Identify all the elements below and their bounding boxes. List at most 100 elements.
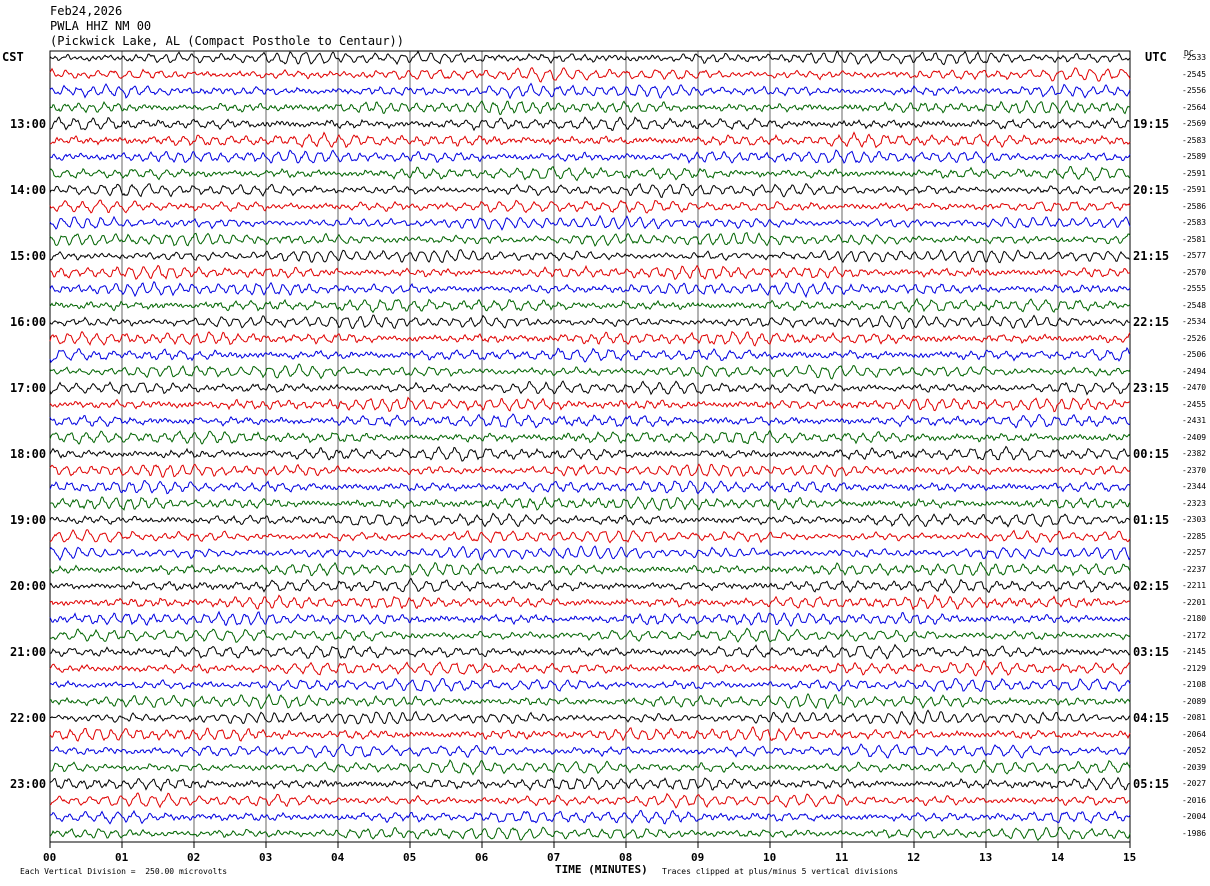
header-station: PWLA HHZ NM 00	[50, 19, 152, 33]
dc-offset-label: -2303	[1182, 515, 1207, 524]
dc-offset-label: -2506	[1182, 350, 1207, 359]
x-tick-label: 05	[403, 851, 417, 864]
dc-offset-label: -2570	[1182, 267, 1207, 277]
seismic-trace	[49, 594, 1131, 611]
right-hour-label: 00:15	[1133, 447, 1170, 461]
left-hour-label: 22:00	[10, 711, 47, 725]
dc-offset-label: -2382	[1182, 449, 1207, 458]
dc-offset-label: -2533	[1182, 53, 1207, 62]
left-hour-label: 15:00	[10, 249, 47, 263]
dc-offset-label: -2257	[1182, 548, 1207, 557]
dc-offset-label: -2004	[1182, 812, 1207, 821]
right-hour-label: 23:15	[1133, 381, 1170, 395]
dc-offset-label: -2211	[1182, 581, 1207, 590]
seismic-trace	[49, 726, 1131, 742]
seismic-trace	[49, 759, 1131, 776]
x-axis-title: TIME (MINUTES)	[555, 863, 648, 876]
dc-offset-label: -2470	[1182, 383, 1207, 392]
seismic-trace	[49, 577, 1131, 594]
seismic-trace	[49, 396, 1131, 413]
seismic-trace	[49, 809, 1131, 825]
seismic-trace	[49, 413, 1131, 429]
seismic-trace	[49, 131, 1131, 149]
x-tick-label: 02	[187, 851, 201, 864]
seismic-trace	[50, 149, 1131, 164]
right-hour-label: 04:15	[1133, 711, 1170, 725]
dc-offset-label: -2081	[1182, 713, 1207, 722]
seismic-trace	[49, 99, 1131, 116]
dc-offset-label: -2172	[1182, 630, 1207, 640]
seismic-trace	[49, 314, 1131, 330]
right-hour-label: 01:15	[1133, 513, 1170, 527]
right-hour-label: 19:15	[1133, 117, 1170, 131]
dc-offset-label: -2586	[1182, 201, 1207, 211]
left-hour-label: 20:00	[10, 579, 47, 593]
dc-offset-label: -2556	[1182, 86, 1207, 95]
left-hour-label: 23:00	[10, 777, 47, 791]
dc-offset-label: -2591	[1182, 168, 1207, 178]
seismic-trace	[49, 232, 1131, 247]
x-tick-label: 09	[691, 851, 705, 864]
seismic-trace	[49, 50, 1131, 66]
dc-offset-label: -2409	[1182, 432, 1207, 442]
x-tick-label: 07	[547, 851, 561, 864]
x-tick-label: 14	[1051, 851, 1065, 864]
dc-offset-label: -2016	[1182, 795, 1207, 805]
seismic-trace	[49, 528, 1131, 544]
seismic-trace	[49, 165, 1131, 182]
dc-offset-label: -2494	[1182, 366, 1207, 376]
x-tick-label: 08	[619, 851, 633, 864]
dc-offset-label: -2583	[1182, 218, 1207, 227]
dc-offset-label: -1986	[1182, 828, 1207, 838]
left-hour-label: 21:00	[10, 645, 47, 659]
dc-offset-label: -2344	[1182, 482, 1207, 491]
x-tick-label: 11	[835, 851, 849, 864]
left-hour-label: 14:00	[10, 183, 47, 197]
x-tick-label: 03	[259, 851, 273, 864]
left-timezone-label: CST	[2, 50, 24, 64]
dc-offset-label: -2455	[1182, 399, 1207, 409]
dc-offset-label: -2089	[1182, 696, 1207, 706]
x-tick-label: 15	[1123, 851, 1137, 864]
dc-offset-label: -2581	[1182, 234, 1207, 244]
left-hour-label: 19:00	[10, 513, 47, 527]
dc-offset-label: -2591	[1182, 185, 1207, 194]
dc-offset-label: -2577	[1182, 251, 1207, 260]
seismic-trace	[49, 116, 1130, 132]
dc-offset-label: -2589	[1182, 152, 1207, 161]
seismic-trace	[49, 545, 1131, 562]
seismic-trace	[49, 67, 1131, 83]
dc-offset-label: -2129	[1182, 663, 1207, 673]
seismic-trace	[49, 380, 1131, 396]
seismic-trace	[49, 183, 1130, 198]
dc-offset-label: -2285	[1182, 531, 1207, 541]
dc-offset-label: -2431	[1182, 416, 1207, 425]
seismic-trace	[49, 743, 1131, 759]
seismic-trace	[50, 693, 1131, 710]
right-hour-label: 22:15	[1133, 315, 1170, 329]
seismic-trace	[49, 82, 1131, 100]
dc-offset-label: -2370	[1182, 465, 1207, 475]
seismic-trace	[49, 677, 1131, 693]
dc-offset-label: -2108	[1182, 680, 1207, 689]
seismic-trace	[49, 280, 1131, 299]
right-hour-label: 20:15	[1133, 183, 1170, 197]
left-hour-label: 18:00	[10, 447, 47, 461]
x-tick-label: 04	[331, 851, 345, 864]
dc-offset-label: -2569	[1182, 119, 1207, 128]
x-tick-label: 00	[43, 851, 57, 864]
dc-offset-label: -2180	[1182, 614, 1207, 623]
dc-offset-label: -2583	[1182, 135, 1207, 145]
dc-offset-label: -2564	[1182, 102, 1207, 112]
seismic-trace	[49, 346, 1131, 364]
seismic-trace	[49, 792, 1131, 809]
seismic-trace	[49, 480, 1131, 495]
left-hour-label: 17:00	[10, 381, 47, 395]
dc-offset-label: -2145	[1182, 647, 1207, 656]
dc-offset-label: -2064	[1182, 729, 1207, 739]
dc-offset-label: -2237	[1182, 564, 1207, 574]
seismic-trace	[49, 199, 1131, 214]
x-tick-label: 12	[907, 851, 921, 864]
dc-offset-label: -2526	[1182, 333, 1207, 343]
